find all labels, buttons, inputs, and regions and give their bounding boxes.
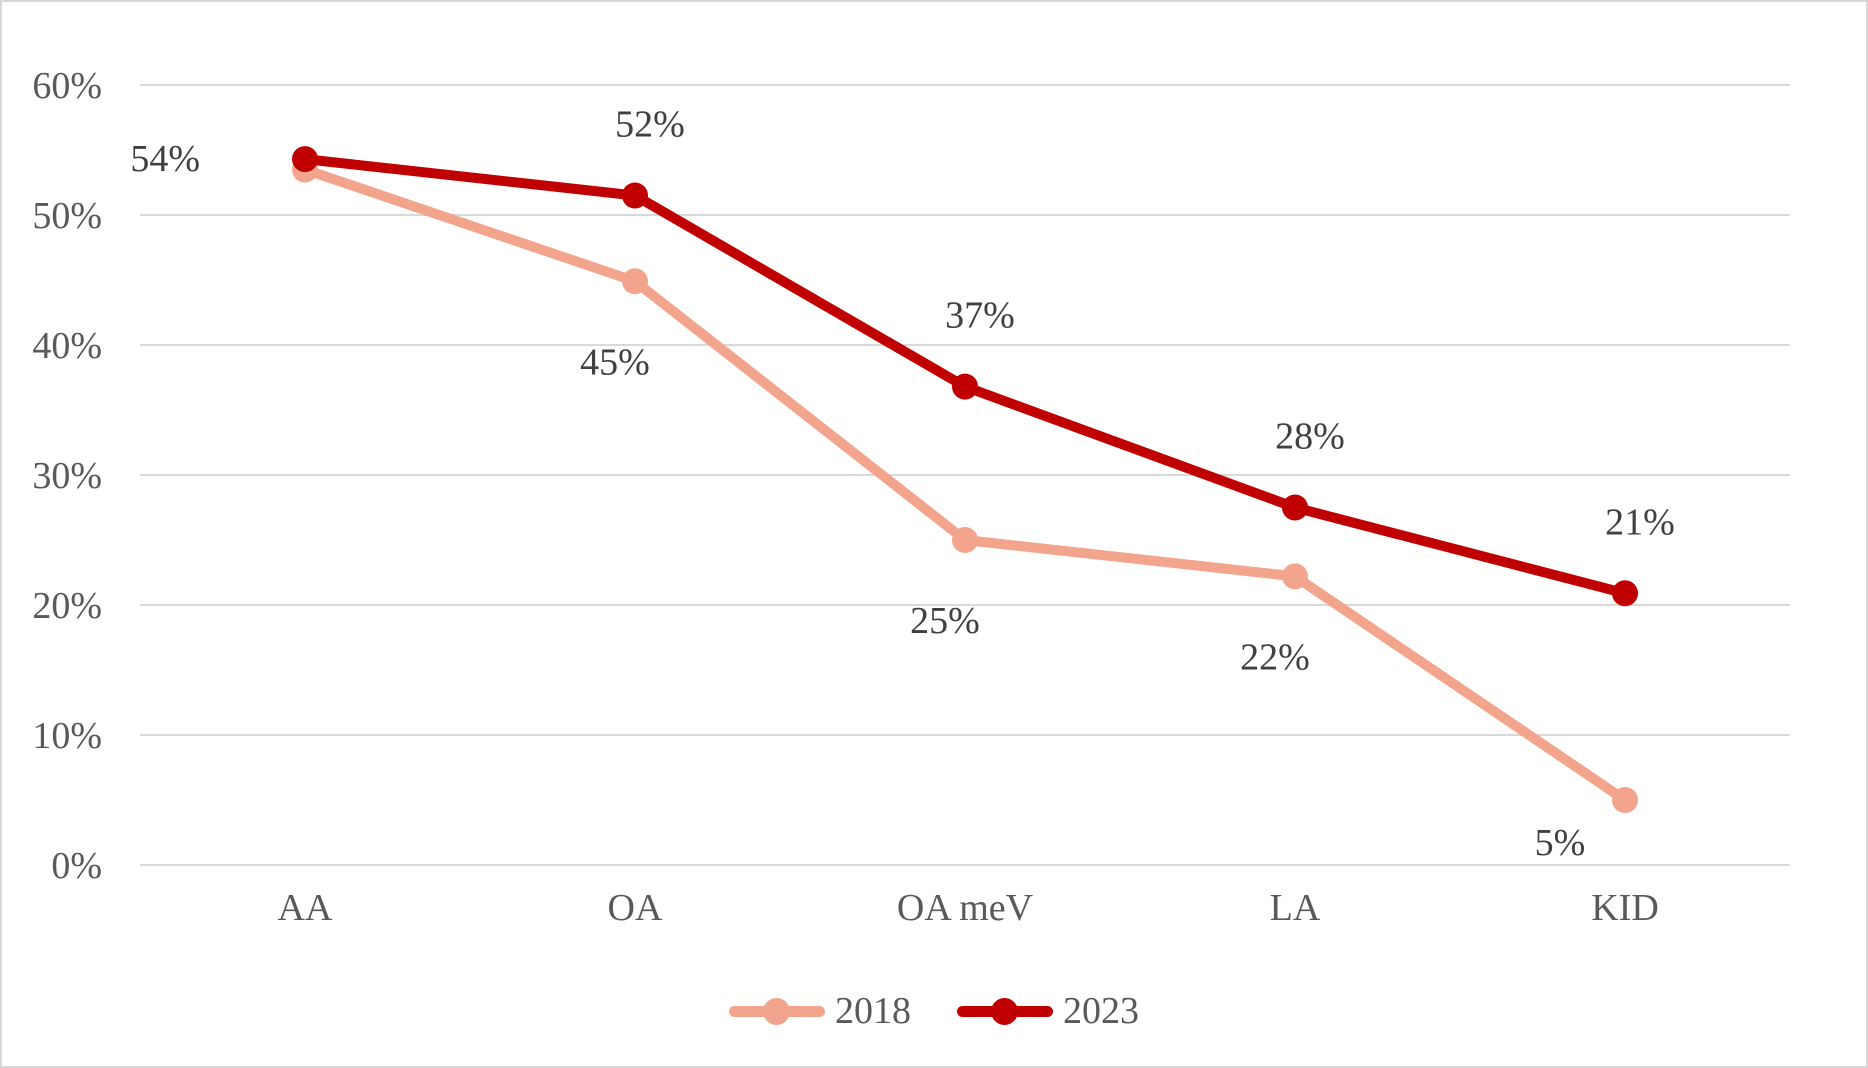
data-point-marker [1612,787,1638,813]
x-axis-category-label: OA [608,887,663,929]
legend: 2018 2023 [2,992,1866,1030]
y-axis-tick-label: 20% [32,585,102,627]
legend-label: 2023 [1063,990,1139,1032]
y-axis-tick-label: 0% [51,845,102,887]
data-label: 5% [1535,822,1586,864]
data-point-marker [952,527,978,553]
data-point-marker [1282,494,1308,521]
data-point-marker [622,182,648,209]
data-point-marker [622,268,648,295]
data-label: 21% [1605,501,1675,543]
data-point-marker [1282,563,1308,590]
legend-dot-icon [763,997,790,1025]
x-axis-category-label: OA meV [897,887,1034,929]
x-axis-category-label: AA [278,887,333,929]
x-axis-category-label: KID [1591,887,1659,929]
legend-line-marker-icon [957,997,1053,1025]
data-point-marker [952,373,978,400]
data-label: 45% [580,341,650,383]
data-label: 25% [910,600,980,642]
legend-line-marker-icon [729,997,825,1025]
x-axis-category-label: LA [1270,887,1321,929]
data-label: 52% [615,104,685,146]
legend-dot-icon [991,997,1018,1025]
legend-item-2023: 2023 [957,992,1139,1030]
data-label: 22% [1240,636,1310,678]
data-point-marker [292,146,318,173]
legend-item-2018: 2018 [729,992,911,1030]
y-axis-tick-label: 60% [32,65,102,107]
data-point-marker [1612,580,1638,607]
series-line-2018 [300,164,1630,805]
data-label: 37% [945,295,1015,337]
y-axis-tick-label: 10% [32,715,102,757]
data-label: 54% [130,138,200,180]
data-label: 28% [1275,416,1345,458]
y-axis-tick-label: 30% [32,455,102,497]
y-axis-tick-label: 40% [32,325,102,367]
y-axis-tick-label: 50% [32,195,102,237]
legend-label: 2018 [835,990,911,1032]
